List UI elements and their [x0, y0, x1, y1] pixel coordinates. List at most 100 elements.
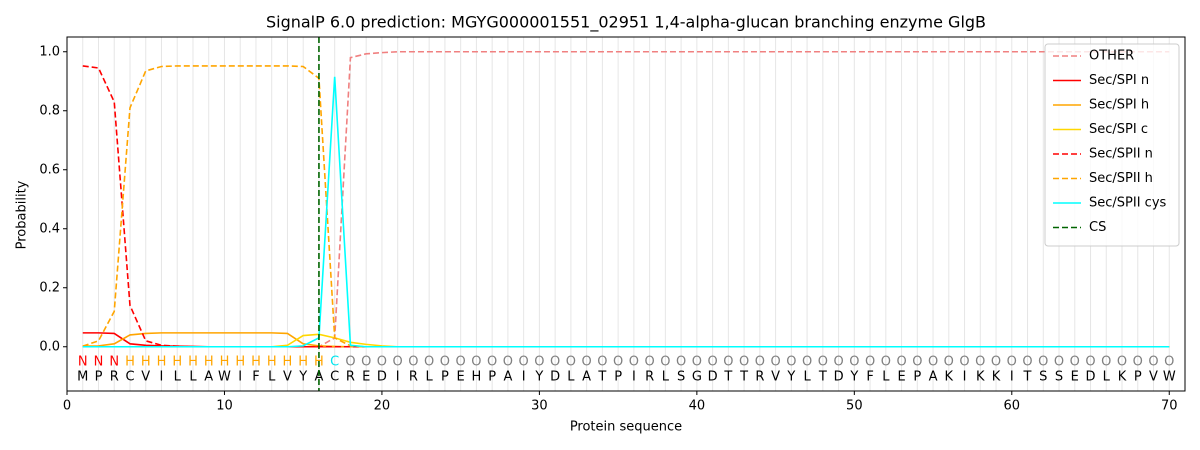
region-label: O	[755, 355, 765, 370]
region-label: O	[597, 355, 607, 370]
region-label: O	[613, 355, 623, 370]
region-label: O	[1022, 355, 1032, 370]
region-label: O	[818, 355, 828, 370]
region-label: O	[928, 355, 938, 370]
x-tick-label: 50	[846, 399, 863, 414]
region-label: O	[645, 355, 655, 370]
residue-label: A	[503, 370, 512, 385]
region-label: O	[1101, 355, 1111, 370]
y-tick-label: 0.8	[39, 103, 60, 118]
region-label: H	[235, 355, 245, 370]
region-label: O	[707, 355, 717, 370]
region-label: O	[1038, 355, 1048, 370]
residue-label: T	[739, 370, 748, 385]
residue-label: A	[204, 370, 213, 385]
legend-label: Sec/SPII h	[1089, 171, 1153, 186]
y-tick-label: 1.0	[39, 44, 60, 59]
residue-label: S	[677, 370, 685, 385]
region-label: O	[692, 355, 702, 370]
region-label: O	[471, 355, 481, 370]
residue-label: V	[771, 370, 780, 385]
region-label: H	[204, 355, 214, 370]
region-label: O	[550, 355, 560, 370]
residue-label: K	[1118, 370, 1127, 385]
y-tick-label: 0.6	[39, 162, 60, 177]
region-label: H	[188, 355, 198, 370]
region-label: C	[330, 355, 339, 370]
residue-label: E	[362, 370, 370, 385]
region-label: H	[298, 355, 308, 370]
residue-label: Y	[298, 370, 307, 385]
region-label: H	[220, 355, 230, 370]
residue-label: P	[95, 370, 103, 385]
residue-label: P	[488, 370, 496, 385]
region-label: O	[739, 355, 749, 370]
residue-label: E	[1071, 370, 1079, 385]
residue-label: L	[803, 370, 811, 385]
region-label: O	[629, 355, 639, 370]
residue-label: I	[160, 370, 164, 385]
residue-label: D	[708, 370, 718, 385]
region-label: O	[1117, 355, 1127, 370]
region-label: O	[456, 355, 466, 370]
legend-label: CS	[1089, 220, 1106, 235]
legend-label: Sec/SPII cys	[1089, 196, 1167, 211]
residue-label: R	[346, 370, 355, 385]
legend-label: Sec/SPII n	[1089, 147, 1153, 162]
residue-label: L	[1103, 370, 1111, 385]
region-label: O	[896, 355, 906, 370]
residue-label: Y	[849, 370, 858, 385]
residue-label: R	[110, 370, 119, 385]
residue-label: D	[1086, 370, 1096, 385]
region-label: H	[283, 355, 293, 370]
region-label: O	[912, 355, 922, 370]
residue-label: K	[945, 370, 954, 385]
region-label: O	[1054, 355, 1064, 370]
residue-label: G	[692, 370, 702, 385]
region-label: O	[959, 355, 969, 370]
region-label: O	[440, 355, 450, 370]
x-tick-label: 60	[1004, 399, 1021, 414]
region-label: O	[582, 355, 592, 370]
region-label: O	[975, 355, 985, 370]
residue-label: Y	[786, 370, 795, 385]
residue-label: T	[1023, 370, 1032, 385]
residue-label: E	[457, 370, 465, 385]
residue-label: W	[1163, 370, 1176, 385]
residue-label: I	[1010, 370, 1014, 385]
residue-label: L	[189, 370, 197, 385]
residue-label: E	[897, 370, 905, 385]
region-label: O	[566, 355, 576, 370]
region-label: O	[1148, 355, 1158, 370]
residue-label: M	[77, 370, 88, 385]
legend-label: OTHER	[1089, 49, 1134, 64]
chart-title: SignalP 6.0 prediction: MGYG000001551_02…	[266, 13, 986, 33]
legend-label: Sec/SPI n	[1089, 73, 1149, 88]
region-label: O	[833, 355, 843, 370]
series-line	[82, 76, 1170, 348]
region-label: O	[865, 355, 875, 370]
residue-label: K	[976, 370, 985, 385]
residue-label: V	[283, 370, 292, 385]
residue-label: W	[218, 370, 231, 385]
residue-label: I	[396, 370, 400, 385]
residue-label: S	[1055, 370, 1063, 385]
residue-label: T	[597, 370, 606, 385]
y-tick-label: 0.4	[39, 221, 60, 236]
legend-label: Sec/SPI h	[1089, 98, 1149, 113]
region-label: O	[881, 355, 891, 370]
region-label: O	[1070, 355, 1080, 370]
residue-label: V	[1149, 370, 1158, 385]
region-label: O	[849, 355, 859, 370]
residue-label: I	[238, 370, 242, 385]
residue-label: T	[818, 370, 827, 385]
residue-label: A	[929, 370, 938, 385]
residue-label: D	[834, 370, 844, 385]
plot-frame	[66, 36, 1186, 392]
residue-label: L	[426, 370, 434, 385]
region-label: O	[676, 355, 686, 370]
residue-label: R	[645, 370, 654, 385]
residue-label: A	[314, 370, 323, 385]
region-label: H	[172, 355, 182, 370]
region-label: O	[1164, 355, 1174, 370]
